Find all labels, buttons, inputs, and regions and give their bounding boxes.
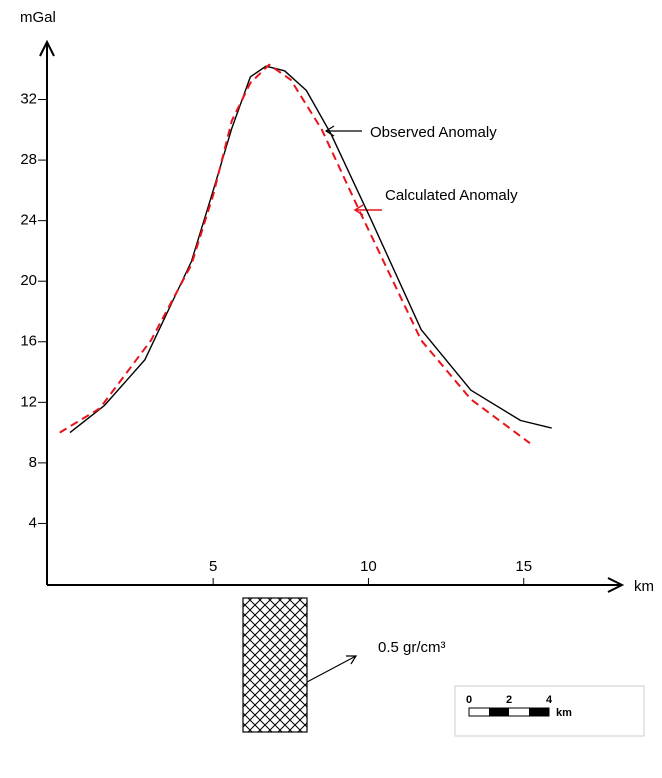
x-tick-label: 15 — [515, 558, 532, 575]
y-tick-label: 12 — [20, 393, 37, 410]
data-line — [59, 63, 531, 445]
y-axis-label: mGal — [20, 9, 56, 26]
x-tick-label: 10 — [360, 558, 377, 575]
legend-label: Calculated Anomaly — [385, 187, 518, 204]
x-tick-label: 5 — [209, 558, 217, 575]
y-axis-arrow — [39, 39, 55, 57]
data-line — [69, 65, 552, 434]
x-axis-label: km — [634, 578, 654, 595]
scale-bar — [489, 708, 509, 716]
density-body — [242, 597, 308, 733]
scale-label: 2 — [506, 694, 512, 706]
body-label: 0.5 gr/cm³ — [378, 639, 446, 656]
y-tick-label: 8 — [29, 454, 37, 471]
y-tick-label: 20 — [20, 272, 37, 289]
body-arrow — [306, 655, 358, 683]
y-tick-label: 32 — [20, 90, 37, 107]
y-tick-label: 4 — [29, 514, 37, 531]
scale-unit: km — [556, 707, 572, 719]
scale-bar — [529, 708, 549, 716]
y-tick-label: 16 — [20, 333, 37, 350]
y-tick-label: 24 — [20, 212, 37, 229]
y-tick-label: 28 — [20, 151, 37, 168]
scale-label: 0 — [466, 694, 472, 706]
scale-label: 4 — [546, 694, 553, 706]
legend-label: Observed Anomaly — [370, 124, 497, 141]
x-axis-arrow — [607, 577, 625, 593]
